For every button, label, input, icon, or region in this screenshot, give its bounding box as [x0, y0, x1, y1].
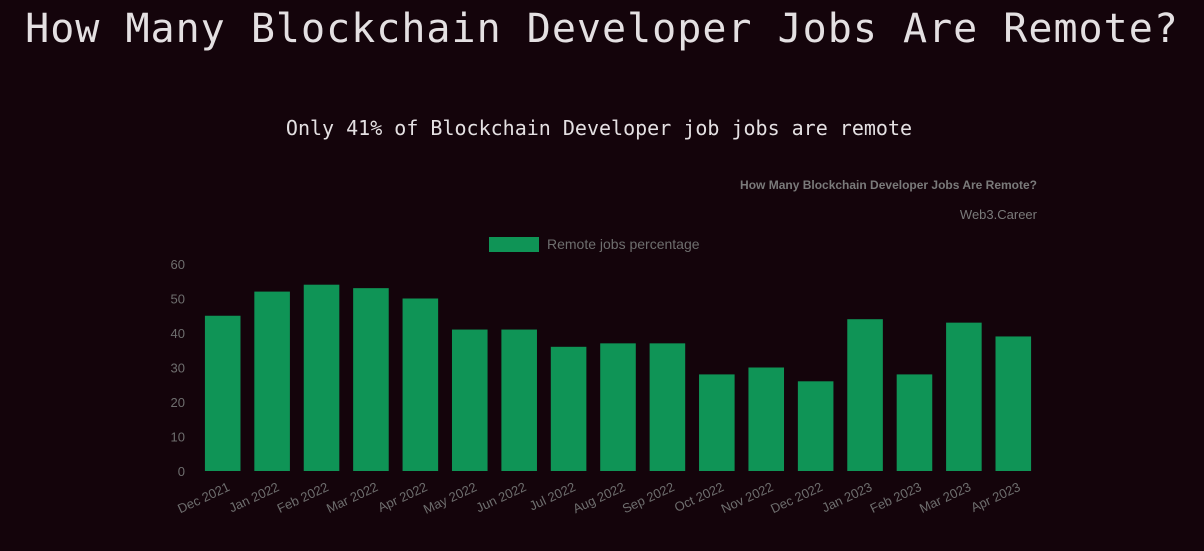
bar[interactable]	[353, 288, 389, 471]
bar[interactable]	[303, 284, 340, 471]
legend[interactable]: Remote jobs percentage	[489, 236, 700, 252]
x-tick-label: Feb 2022	[275, 479, 331, 516]
bar[interactable]	[600, 343, 636, 471]
bar[interactable]	[797, 381, 834, 471]
y-tick-label: 50	[171, 292, 185, 307]
page-title: How Many Blockchain Developer Jobs Are R…	[25, 6, 1179, 52]
bar[interactable]	[995, 336, 1032, 471]
bar[interactable]	[748, 367, 785, 472]
y-axis: 0 10 20 30 40 50 60	[171, 257, 185, 479]
bar[interactable]	[501, 329, 537, 471]
y-tick-label: 10	[171, 430, 185, 445]
x-tick-label: Nov 2022	[719, 479, 776, 516]
x-tick-label: Oct 2022	[672, 479, 726, 515]
x-tick-label: Aug 2022	[570, 479, 627, 516]
y-tick-label: 30	[171, 361, 185, 376]
bars	[204, 284, 1032, 472]
bar[interactable]	[402, 298, 439, 472]
bar[interactable]	[649, 343, 686, 471]
x-tick-label: Jan 2023	[819, 479, 874, 515]
y-tick-label: 20	[171, 395, 185, 410]
page-subtitle: Only 41% of Blockchain Developer job job…	[285, 116, 913, 140]
bar[interactable]	[254, 291, 290, 471]
chart-source: Web3.Career	[960, 207, 1038, 222]
bar[interactable]	[896, 374, 933, 471]
legend-label: Remote jobs percentage	[547, 236, 700, 252]
bar[interactable]	[699, 374, 735, 471]
x-tick-label: Apr 2023	[968, 479, 1022, 515]
x-tick-label: Mar 2022	[324, 479, 380, 516]
x-tick-label: Jan 2022	[227, 479, 282, 515]
x-tick-label: Jun 2022	[474, 479, 529, 515]
bar[interactable]	[451, 329, 488, 471]
x-tick-label: Dec 2021	[175, 479, 232, 516]
x-tick-label: Dec 2022	[768, 479, 825, 516]
x-tick-label: Sep 2022	[620, 479, 677, 516]
bar[interactable]	[550, 346, 587, 471]
x-tick-label: Jul 2022	[527, 479, 578, 513]
x-tick-label: Apr 2022	[375, 479, 429, 515]
x-tick-label: May 2022	[421, 479, 479, 517]
legend-swatch	[489, 237, 539, 252]
bar[interactable]	[847, 319, 883, 471]
chart-title: How Many Blockchain Developer Jobs Are R…	[740, 178, 1037, 192]
y-tick-label: 0	[178, 464, 185, 479]
y-tick-label: 40	[171, 326, 185, 341]
x-tick-label: Mar 2023	[917, 479, 973, 516]
bar[interactable]	[946, 322, 982, 471]
x-tick-label: Feb 2023	[868, 479, 924, 516]
bar[interactable]	[204, 315, 241, 471]
y-tick-label: 60	[171, 257, 185, 272]
